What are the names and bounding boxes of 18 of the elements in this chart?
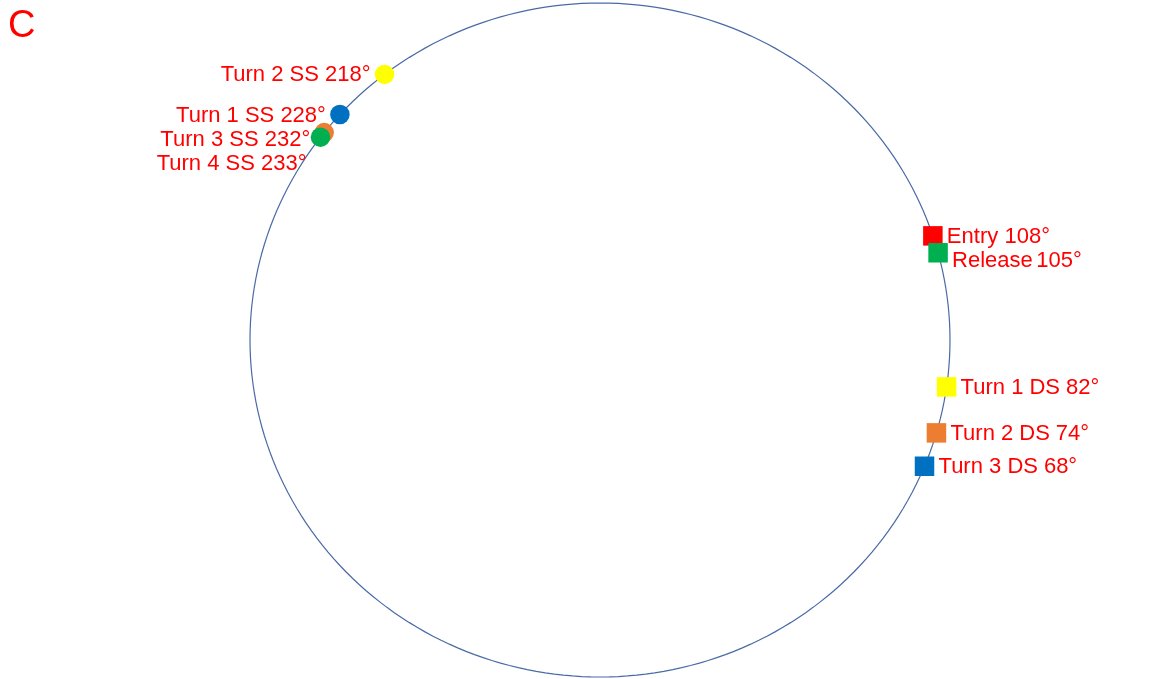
category-label: Turn 3 DS [938,453,1038,479]
data-label: 232° [264,125,311,151]
data-label: 74° [1055,419,1090,445]
data-label: 105° [1036,246,1082,272]
data-label: 218° [325,61,371,87]
data-label: 68° [1043,453,1078,479]
data-label: 108° [1004,222,1050,248]
category-label: Entry [946,222,999,248]
data-label: 228° [280,101,326,127]
category-label: Turn 1 DS [960,373,1061,399]
category-label: Turn 2 SS [220,61,319,87]
category-label: Turn 4 SS [156,149,255,175]
category-label: Turn 2 DS [950,419,1050,445]
text: C [8,3,36,45]
category-label: Turn 3 SS [160,125,259,151]
data-label: 82° [1065,373,1100,399]
category-label: Turn 1 SS [176,101,275,127]
data-label: 233° [260,149,307,175]
